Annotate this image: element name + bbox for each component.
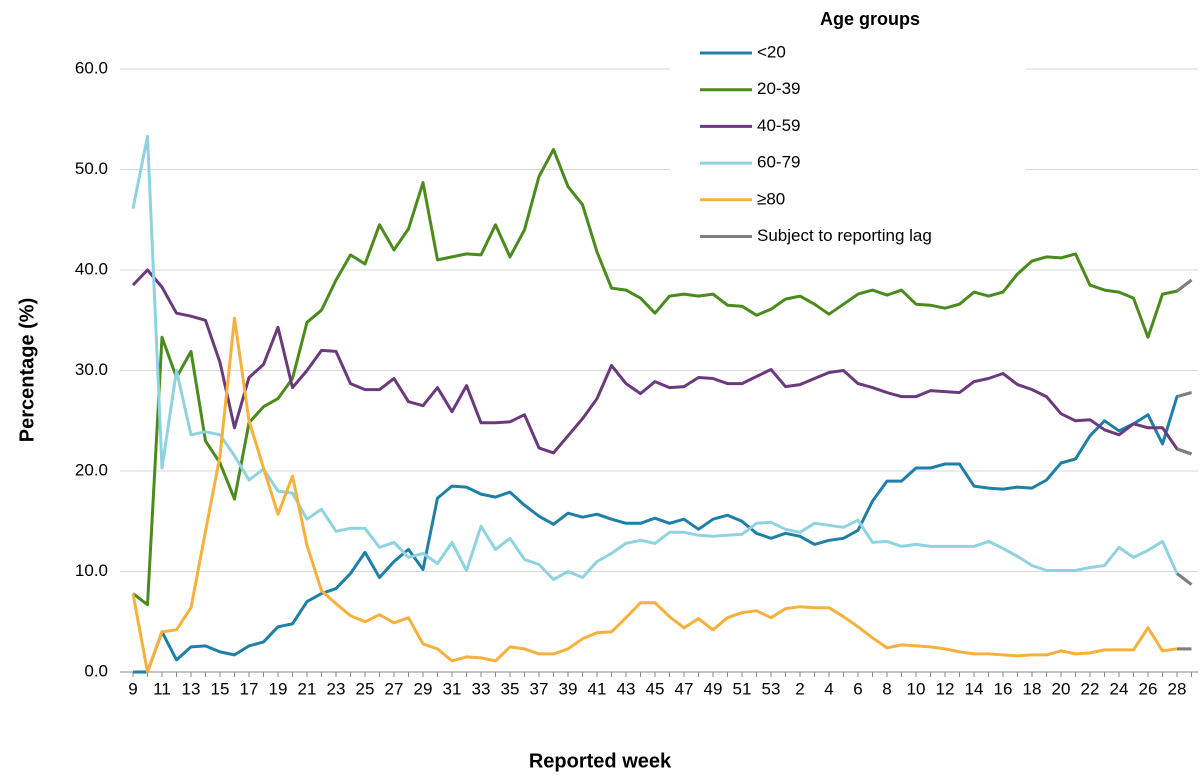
x-tick-label: 18 [1023,679,1042,698]
x-tick-label: 9 [128,679,137,698]
y-axis-title: Percentage (%) [16,298,38,443]
x-tick-label: 16 [994,679,1013,698]
legend-label: 40-59 [757,116,800,135]
x-tick-label: 22 [1081,679,1100,698]
lag-segment [1176,447,1192,456]
series-line [131,316,1192,674]
x-tick-label: 27 [385,679,404,698]
series-line [133,391,1192,674]
y-tick-label: 20.0 [75,460,108,479]
x-axis-title: Reported week [529,750,672,772]
x-tick-label: 17 [240,679,259,698]
x-tick-label: 2 [795,679,804,698]
x-tick-label: 51 [733,679,752,698]
x-tick-label: 15 [211,679,230,698]
lines [131,134,1193,674]
x-tick-label: 14 [965,679,984,698]
x-tick-label: 29 [414,679,433,698]
x-tick-label: 4 [824,679,833,698]
x-tick-label: 21 [298,679,317,698]
y-tick-label: 50.0 [75,159,108,178]
x-tick-label: 19 [269,679,288,698]
legend-box [670,28,1025,260]
y-tick-label: 60.0 [75,58,108,77]
x-tick-label: 45 [646,679,665,698]
lag-segment [1176,278,1193,293]
x-tick-label: 47 [675,679,694,698]
x-tick-label: 8 [882,679,891,698]
legend-label: 20-39 [757,79,800,98]
x-tick-label: 13 [182,679,201,698]
y-tick-label: 10.0 [75,561,108,580]
x-tick-label: 10 [907,679,926,698]
grid: 0.010.020.030.040.050.060.09 11 13 15 17 19 21… [75,58,1198,698]
legend-label: Subject to reporting lag [757,226,932,245]
x-tick-label: 20 [1052,679,1071,698]
lag-segment [1176,391,1192,399]
series-line [131,134,1193,586]
y-tick-label: 30.0 [75,360,108,379]
x-tick-label: 41 [588,679,607,698]
legend-label: ≥80 [757,189,785,208]
x-tick-label: 28 [1168,679,1187,698]
x-tick-label: 33 [472,679,491,698]
x-tick-label: 11 [153,679,171,698]
x-tick-label: 49 [704,679,723,698]
y-tick-label: 0.0 [84,661,108,680]
y-tick-label: 40.0 [75,259,108,278]
x-tick-label: 39 [559,679,578,698]
x-tick-label: 37 [530,679,549,698]
x-tick-label: 23 [327,679,346,698]
series-line [132,147,1193,607]
x-tick-label: 43 [617,679,636,698]
legend-title: Age groups [820,9,920,29]
lag-segment [1176,572,1193,586]
x-tick-label: 53 [762,679,781,698]
legend: Age groups <20 20-39 40-59 60-79 ≥80 Subject … [700,9,932,245]
x-tick-label: 24 [1110,679,1129,698]
x-tick-label: 35 [501,679,520,698]
x-tick-label: 31 [443,679,462,698]
legend-label: <20 [757,42,786,61]
x-tick-label: 12 [936,679,955,698]
x-tick-label: 26 [1139,679,1158,698]
x-tick-label: 6 [853,679,862,698]
series-line [131,268,1192,456]
x-tick-label: 25 [356,679,375,698]
legend-label: 60-79 [757,153,800,172]
